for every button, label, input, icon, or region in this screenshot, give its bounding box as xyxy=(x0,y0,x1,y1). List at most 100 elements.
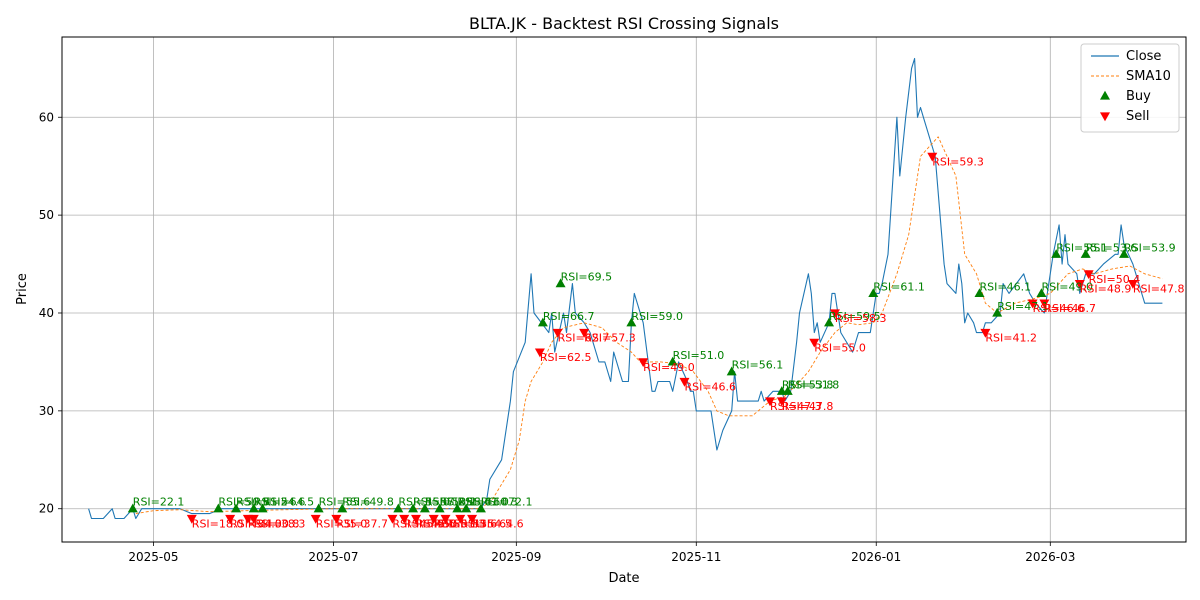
buy-signal-label: RSI=51.2 xyxy=(236,496,288,509)
buy-signal-label: RSI=51.0 xyxy=(673,349,725,362)
buy-marker xyxy=(313,503,324,513)
sell-marker xyxy=(579,328,590,338)
x-tick-label: 2025-09 xyxy=(491,550,541,564)
sell-marker xyxy=(331,514,342,524)
buy-signal-label: RSI=66.7 xyxy=(543,310,595,323)
buy-marker xyxy=(419,503,430,513)
sell-marker xyxy=(1083,270,1094,280)
sell-signal-label: RSI=59.3 xyxy=(932,155,984,168)
sell-signal-label: RSI=49.0 xyxy=(643,361,695,374)
buy-signal-label: RSI=59.0 xyxy=(631,310,683,323)
sell-marker xyxy=(927,152,938,162)
buy-marker xyxy=(434,503,445,513)
y-tick-label: 20 xyxy=(39,502,54,516)
buy-marker xyxy=(1119,249,1130,258)
buy-marker xyxy=(974,288,985,298)
buy-signal-label: RSI=64.5 xyxy=(263,496,315,509)
buy-marker xyxy=(868,288,879,298)
buy-marker xyxy=(213,503,224,513)
sell-signal-label: RSI=37.7 xyxy=(336,518,388,531)
sell-marker xyxy=(1074,279,1085,289)
buy-marker xyxy=(1051,249,1062,258)
sell-marker xyxy=(411,514,422,524)
sell-signal-label: RSI=48.9 xyxy=(1080,283,1132,296)
legend-buy-swatch xyxy=(1100,90,1110,100)
buy-marker xyxy=(1036,288,1047,298)
buy-marker xyxy=(408,503,419,513)
buy-marker xyxy=(626,317,637,327)
buy-marker xyxy=(127,503,138,513)
buy-signal-label: RSI=51.8 xyxy=(788,378,840,391)
legend-box xyxy=(1080,43,1180,133)
legend-label: Buy xyxy=(1126,89,1151,104)
buy-signal-label: RSI=50.7 xyxy=(218,496,270,509)
buy-signal-label: RSI=54.6 xyxy=(254,496,306,509)
sell-marker xyxy=(679,377,690,387)
buy-signal-label: RSI=55.1 xyxy=(1056,241,1108,254)
sell-marker xyxy=(534,348,545,358)
sell-signal-label: RSI=62.7 xyxy=(558,332,610,345)
buy-signal-label: RSI=59.5 xyxy=(829,310,881,323)
x-tick-label: 2025-11 xyxy=(671,550,721,564)
sell-signal-label: RSI=41.2 xyxy=(985,332,1037,345)
sell-signal-label: RSI=18.0 xyxy=(192,518,244,531)
buy-signal-label: RSI=69.5 xyxy=(561,271,613,284)
sell-signal-label: RSI=50.4 xyxy=(1089,273,1141,286)
sell-marker xyxy=(638,358,649,368)
buy-signal-label: RSI=22.1 xyxy=(133,496,185,509)
sell-signal-label: RSI=45.9 xyxy=(392,518,444,531)
buy-signal-label: RSI=61.1 xyxy=(873,280,925,293)
signal-labels: RSI=22.1 RSI=50.7RSI=51.2RSI=54.6RSI=64.5… xyxy=(133,155,1185,530)
sell-signal-label: RSI=38.3 xyxy=(254,518,306,531)
buy-marker xyxy=(537,317,548,327)
sell-marker xyxy=(776,397,787,407)
x-tick-label: 2026-03 xyxy=(1025,550,1075,564)
sell-marker xyxy=(980,328,991,338)
y-axis-ticks: 20 30 40 50 60 xyxy=(39,110,62,516)
sell-marker xyxy=(809,338,820,348)
y-tick-label: 60 xyxy=(39,110,54,124)
buy-marker xyxy=(475,503,486,513)
sell-marker xyxy=(1127,279,1138,289)
sell-marker xyxy=(1027,299,1038,309)
sell-signal-label: RSI=64.6 xyxy=(472,518,524,531)
sell-signal-label: RSI=57.3 xyxy=(584,332,636,345)
sell-marker xyxy=(310,514,321,524)
buy-marker xyxy=(992,307,1003,317)
legend: Close SMA10 Buy Sell xyxy=(1080,43,1180,133)
y-tick-label: 40 xyxy=(39,306,54,320)
buy-signal-label: RSI=56.1 xyxy=(732,359,784,372)
sell-signal-label: RSI=54.5 xyxy=(460,518,512,531)
sell-signal-label: RSI=35.0 xyxy=(316,518,368,531)
sell-marker xyxy=(387,514,398,524)
sell-signal-label: RSI=50.0 xyxy=(416,518,468,531)
sell-signal-label: RSI=53.6 xyxy=(446,518,498,531)
buy-marker xyxy=(555,278,566,288)
buy-signal-label: RSI=53.6 xyxy=(1086,241,1138,254)
buy-signal-label: RSI=72.1 xyxy=(481,496,533,509)
buy-marker xyxy=(1080,249,1091,258)
grid xyxy=(62,37,1186,542)
signal-markers xyxy=(127,152,1138,524)
buy-marker xyxy=(337,503,348,513)
legend-label: Sell xyxy=(1126,109,1149,124)
buy-marker xyxy=(667,356,678,366)
x-tick-label: 2025-05 xyxy=(128,550,178,564)
buy-signal-label: RSI=55.6 xyxy=(319,496,371,509)
sell-signal-label: RSI=47.8 xyxy=(782,400,834,413)
sell-marker xyxy=(399,514,410,524)
sell-signal-label: RSI=47.8 xyxy=(1133,283,1185,296)
sell-marker xyxy=(552,328,563,338)
buy-marker xyxy=(257,503,268,513)
sell-signal-label: RSI=62.5 xyxy=(540,351,592,364)
sell-signal-label: RSI=45.5 xyxy=(404,518,456,531)
sell-marker xyxy=(455,514,466,524)
buy-signal-label: RSI=49.0 xyxy=(1041,280,1093,293)
buy-marker xyxy=(461,503,472,513)
buy-signal-label: RSI=57.2 xyxy=(413,496,465,509)
x-axis-ticks: 2025-05 2025-07 2025-09 2025-11 2026-01 2026-… xyxy=(128,542,1075,564)
buy-signal-label: RSI=46.1 xyxy=(979,280,1031,293)
buy-signal-label: RSI=55.0 xyxy=(398,496,450,509)
x-axis-label: Date xyxy=(608,571,639,586)
buy-signal-label: RSI=53.8 xyxy=(782,378,834,391)
